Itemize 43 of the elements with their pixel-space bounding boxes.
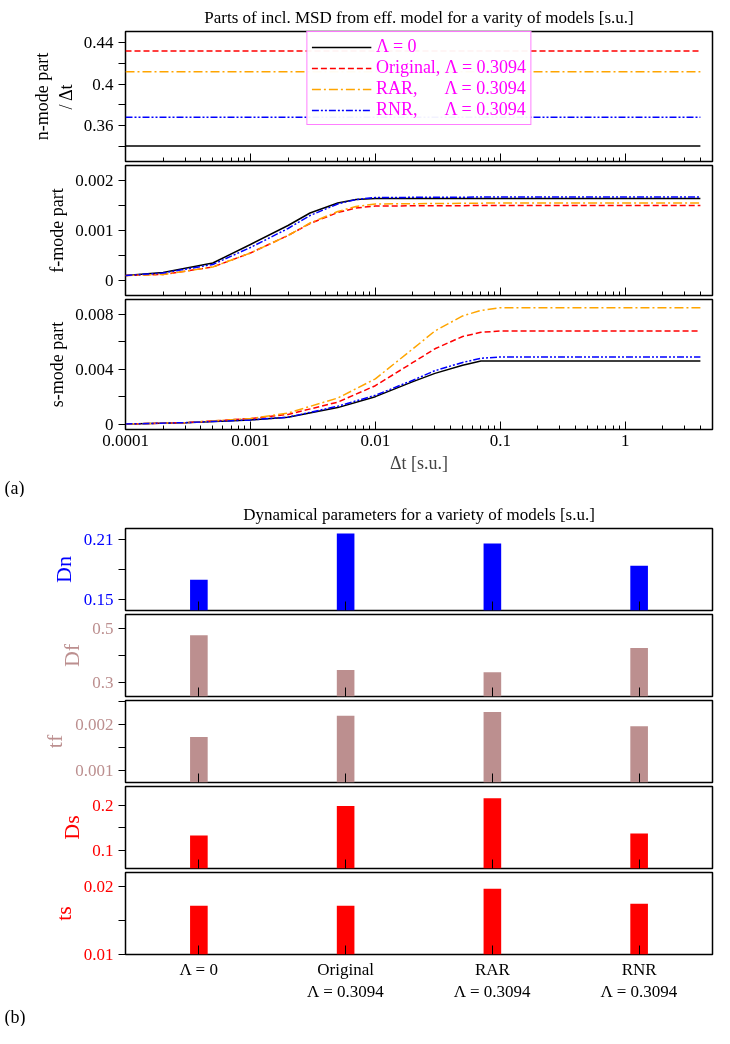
legend-label: RNR, Λ = 0.3094 — [375, 99, 526, 120]
legend-label: RAR, Λ = 0.3094 — [375, 78, 526, 99]
y-tick-label: 0.44 — [83, 33, 114, 53]
text: (a) — [4, 477, 25, 499]
y-tick-label: 0.2 — [92, 795, 114, 815]
x-axis-title: Δt [s.u.] — [389, 452, 449, 473]
x-tick-label: RNR Λ = 0.3094 — [600, 959, 678, 1002]
y-tick-label: 0.5 — [92, 618, 114, 638]
x-tick-label: 0.01 — [360, 430, 391, 450]
legend-label: Λ = 0 — [375, 36, 417, 57]
y-tick-label: 0.002 — [75, 171, 114, 190]
y-axis-title: Ds — [59, 815, 85, 840]
text: (b) — [4, 1006, 26, 1028]
y-axis-title: tf — [42, 734, 68, 749]
y-tick-label: 0.1 — [92, 840, 114, 860]
x-tick-label: 0.001 — [231, 430, 270, 450]
y-tick-label: 0.21 — [83, 530, 114, 550]
x-tick-label: Λ = 0 — [179, 959, 218, 979]
chart-title: Parts of incl. MSD from eff. model for a varity of models [s.u.] — [204, 7, 634, 27]
y-axis-title: Df — [59, 643, 85, 668]
y-tick-label: 0.4 — [92, 74, 114, 94]
y-tick-label: 0.36 — [83, 115, 114, 135]
y-axis-title: Dn — [50, 556, 76, 583]
y-tick-label: 0.15 — [83, 590, 114, 610]
y-axis-title: f-mode part — [47, 188, 68, 273]
y-tick-label: 0.01 — [83, 945, 114, 964]
y-tick-label: 0.004 — [75, 359, 114, 379]
x-tick-label: 1 — [620, 430, 630, 450]
x-tick-label: RAR Λ = 0.3094 — [453, 959, 532, 1002]
y-tick-label: 0.002 — [75, 715, 114, 735]
y-tick-label: 0.02 — [83, 877, 114, 897]
x-tick-label: Original Λ = 0.3094 — [307, 959, 385, 1002]
y-tick-label: 0.001 — [75, 221, 114, 240]
legend-label: Original, Λ = 0.3094 — [375, 57, 527, 78]
y-tick-label: 0.008 — [75, 305, 114, 325]
y-axis-title: s-mode part — [47, 321, 68, 408]
y-axis-title: n-mode part / Δt — [31, 52, 76, 141]
y-axis-title: ts — [50, 906, 76, 921]
chart-title: Dynamical parameters for a variety of models [s.u.] — [243, 504, 595, 524]
x-tick-label: 0.1 — [489, 430, 511, 450]
y-tick-label: 0.3 — [92, 673, 114, 693]
y-tick-label: 0.001 — [75, 761, 114, 781]
y-tick-label: 0 — [105, 271, 114, 290]
